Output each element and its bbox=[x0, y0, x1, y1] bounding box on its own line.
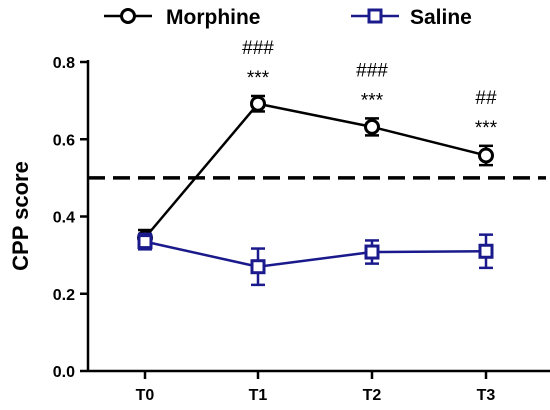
significance-annotation: *** bbox=[247, 68, 270, 89]
x-tick-label: T1 bbox=[249, 387, 268, 404]
x-tick-label: T3 bbox=[477, 387, 496, 404]
significance-annotation: *** bbox=[475, 118, 498, 139]
legend: Morphine Saline bbox=[104, 6, 472, 29]
significance-annotation: ### bbox=[356, 60, 388, 81]
x-tick-label: T0 bbox=[136, 387, 155, 404]
axes: 0.0 0.2 0.4 0.6 0.8 T0 T1 T2 T3 bbox=[53, 55, 550, 404]
saline-point bbox=[364, 244, 380, 260]
significance-annotation: ### bbox=[242, 38, 274, 59]
legend-saline-marker bbox=[367, 8, 383, 24]
plot-area: ### *** ### *** ## *** bbox=[88, 38, 546, 287]
significance-annotation: *** bbox=[361, 90, 384, 111]
morphine-series-line bbox=[144, 102, 487, 239]
morphine-point bbox=[250, 95, 266, 112]
morphine-point bbox=[478, 147, 494, 164]
morphine-point bbox=[364, 118, 380, 135]
y-tick-label: 0.6 bbox=[53, 132, 75, 149]
legend-saline-label: Saline bbox=[410, 6, 472, 29]
y-tick-label: 0.0 bbox=[53, 364, 75, 381]
legend-morphine-label: Morphine bbox=[166, 6, 261, 29]
legend-morphine-marker bbox=[120, 8, 136, 24]
saline-point bbox=[137, 234, 153, 250]
saline-series-line bbox=[144, 240, 487, 268]
saline-point bbox=[478, 243, 494, 259]
y-tick-label: 0.8 bbox=[53, 55, 75, 72]
saline-point bbox=[250, 259, 266, 275]
significance-annotation: ## bbox=[475, 88, 497, 109]
y-axis-title: CPP score bbox=[8, 161, 33, 271]
y-tick-label: 0.4 bbox=[53, 210, 75, 227]
x-tick-label: T2 bbox=[363, 387, 382, 404]
y-tick-label: 0.2 bbox=[53, 287, 75, 304]
